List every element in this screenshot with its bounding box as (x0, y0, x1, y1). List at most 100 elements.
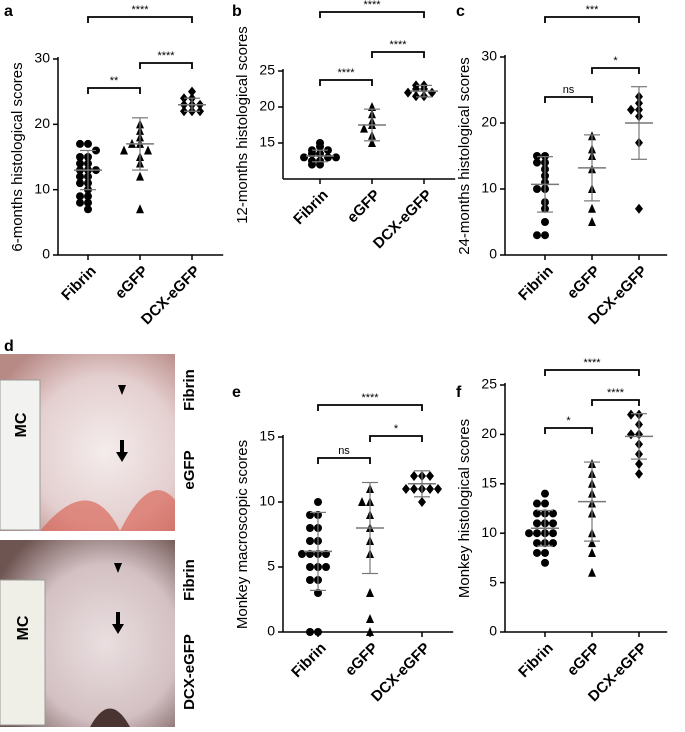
data-point (418, 497, 426, 507)
photo-label: Fibrin (181, 559, 198, 601)
significance-bracket (87, 16, 193, 23)
data-point (541, 548, 549, 557)
data-point (627, 429, 635, 440)
data-point (588, 538, 596, 548)
data-point (306, 576, 314, 584)
data-point (533, 509, 541, 518)
y-tick-label: 30 (481, 48, 497, 64)
data-point (84, 198, 92, 207)
y-axis-label: Monkey histological scores (456, 419, 473, 598)
chart-panel: e 0 5 10 15 Monkey macroscopic scores Fibrin eG… (232, 384, 454, 705)
y-tick-label: 20 (481, 425, 497, 441)
significance-label: **** (337, 67, 355, 79)
x-tick-label: Fibrin (290, 187, 331, 228)
data-point (300, 153, 308, 162)
data-point (533, 539, 541, 548)
significance-label: **** (361, 392, 379, 404)
y-axis-label: 12-months histological scores (234, 26, 251, 224)
chart-panel: b 15 20 25 12-months histological scores Fibr… (232, 0, 456, 252)
data-point (120, 145, 128, 155)
y-tick-label: 15 (259, 134, 275, 150)
data-point (84, 205, 92, 214)
data-point (358, 497, 366, 506)
significance-label: * (394, 423, 399, 435)
data-point (541, 152, 549, 160)
significance-bracket (139, 62, 193, 69)
data-point (549, 539, 557, 548)
panel-letter: e (232, 384, 241, 401)
data-point (533, 519, 541, 528)
significance-bracket (317, 404, 423, 411)
significance-bracket (544, 369, 640, 376)
data-point (549, 509, 557, 518)
data-point (541, 218, 549, 226)
ruler-text: MC (15, 615, 32, 640)
data-point (136, 171, 144, 181)
data-point (533, 158, 541, 167)
significance-bracket (371, 51, 425, 58)
arrow (116, 440, 128, 462)
data-point (410, 484, 418, 494)
y-tick-label: 20 (259, 98, 275, 114)
data-point (426, 471, 434, 481)
y-axis-label: 6-months histological scores (9, 62, 26, 251)
data-point (306, 563, 314, 571)
data-point (84, 139, 92, 148)
y-tick-label: 10 (481, 524, 497, 540)
data-point (426, 484, 434, 494)
y-axis-label: Monkey macroscopic scores (234, 440, 251, 629)
data-point (324, 153, 332, 162)
data-point (360, 123, 368, 133)
data-point (533, 499, 541, 508)
ruler (0, 579, 46, 726)
data-point (306, 537, 314, 545)
significance-bracket (369, 435, 423, 442)
photo-shadow (40, 490, 175, 531)
y-tick-label: 25 (259, 62, 275, 78)
data-point (549, 519, 557, 528)
data-point (136, 204, 144, 214)
y-tick-label: 10 (481, 180, 497, 196)
data-point (627, 409, 635, 420)
y-tick-label: 10 (34, 180, 50, 196)
data-point (410, 471, 418, 481)
x-tick-label: eGFP (564, 640, 604, 680)
x-tick-label: eGFP (344, 187, 384, 227)
significance-label: **** (157, 50, 175, 62)
significance-bracket (319, 11, 425, 18)
data-point (533, 152, 541, 160)
y-tick-label: 25 (481, 376, 497, 392)
data-point (402, 484, 410, 494)
significance-bracket (317, 457, 371, 464)
significance-bracket (544, 427, 593, 434)
data-point (188, 86, 196, 97)
significance-label: **** (363, 0, 381, 11)
ruler-text: MC (13, 412, 30, 437)
data-point (76, 192, 84, 201)
data-point (316, 160, 324, 169)
panel-letter: d (4, 338, 14, 355)
y-tick-label: 30 (34, 50, 50, 66)
arrowhead (114, 563, 122, 573)
photo-label: eGFP (181, 450, 198, 489)
y-tick-label: 15 (481, 475, 497, 491)
y-tick-label: 0 (267, 623, 275, 639)
x-tick-label: Fibrin (288, 640, 329, 681)
data-point (635, 468, 643, 479)
data-point (588, 203, 596, 213)
data-point (306, 628, 314, 636)
panel-letter: f (456, 384, 462, 401)
data-point (428, 87, 436, 98)
data-point (366, 627, 374, 636)
significance-bracket (591, 399, 640, 406)
y-tick-label: 20 (481, 114, 497, 130)
significance-label: **** (607, 387, 625, 399)
y-tick-label: 5 (489, 573, 497, 589)
significance-label: ns (338, 445, 350, 457)
data-point (404, 87, 412, 98)
data-point (76, 153, 84, 161)
data-point (533, 529, 541, 538)
photo-label: DCX-eGFP (181, 634, 198, 710)
data-point (76, 172, 84, 181)
data-point (368, 138, 376, 147)
